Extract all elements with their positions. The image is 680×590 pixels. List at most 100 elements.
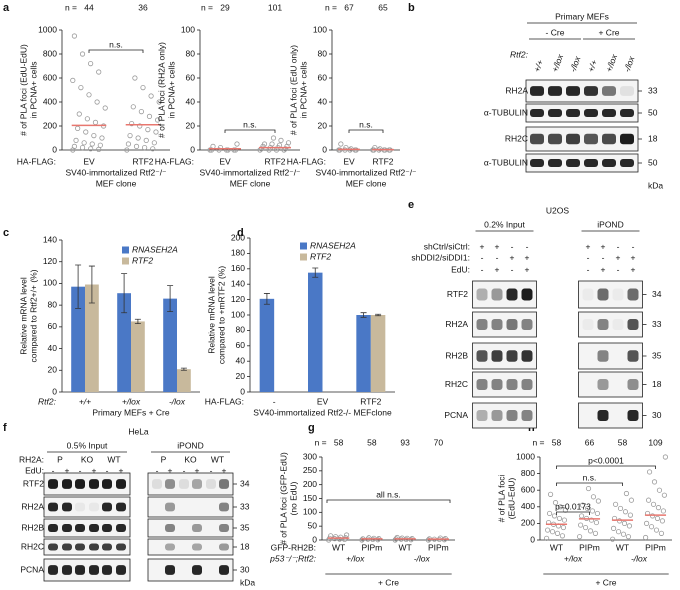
legend-label: RTF2	[132, 255, 153, 265]
data-point	[615, 529, 622, 535]
data-point	[84, 116, 90, 122]
n-value: 65	[378, 2, 388, 12]
lane-group: KO	[184, 454, 197, 464]
x-tick-label: RTF2	[132, 156, 153, 166]
data-point	[662, 454, 669, 460]
data-point	[592, 530, 599, 536]
blot-band	[48, 502, 58, 512]
data-point	[616, 518, 623, 524]
data-point	[658, 530, 665, 536]
data-point	[70, 77, 76, 84]
blot-band	[584, 109, 598, 117]
data-point	[338, 534, 344, 540]
blot-band	[102, 543, 112, 551]
kda-label: 33	[648, 85, 658, 95]
blot-band	[602, 133, 616, 145]
y-tick-label: 150	[303, 493, 317, 503]
annotation: n.s.	[109, 39, 123, 49]
data-point	[97, 142, 103, 148]
kda-label: 35	[652, 350, 662, 360]
n-value: 109	[648, 437, 662, 447]
lane-label: +/+	[586, 58, 600, 73]
x-prefix: HA-FLAG:	[205, 396, 244, 406]
blot-band	[116, 565, 126, 575]
data-point	[234, 141, 240, 147]
x-axis-label: Primary MEFs + Cre	[92, 407, 169, 417]
y-tick-label: 140	[231, 278, 245, 288]
bar	[308, 272, 323, 392]
n-value: 36	[138, 2, 148, 12]
data-point	[102, 105, 108, 111]
condition-sign: -	[602, 252, 605, 262]
kda-label: 50	[648, 107, 658, 117]
lane-label: +/lox	[604, 52, 620, 73]
n-label: n =	[532, 437, 544, 447]
blot-group: + Cre	[598, 27, 619, 37]
lane-group: WT	[211, 454, 224, 464]
blot-band	[75, 502, 85, 512]
row-label: RH2A	[445, 319, 468, 329]
bar	[356, 315, 371, 392]
blot-band	[566, 86, 580, 96]
lane-label: +/lox	[550, 52, 566, 73]
n-value: 58	[367, 437, 377, 447]
bar	[370, 315, 386, 392]
blot-panel	[43, 518, 131, 538]
blot-band	[597, 319, 609, 330]
n-value: 93	[400, 437, 410, 447]
n-value: 70	[434, 437, 444, 447]
data-point	[146, 113, 153, 120]
error-bar	[121, 273, 128, 314]
data-point	[659, 518, 666, 524]
y-tick-label: 60	[236, 340, 246, 350]
data-point	[133, 143, 140, 149]
blot-band	[62, 479, 72, 489]
blot-band	[627, 350, 639, 362]
data-point	[594, 510, 601, 517]
kda-unit: kDa	[648, 180, 663, 190]
kda-label: 34	[652, 289, 662, 299]
data-point	[150, 146, 156, 152]
blot-band	[75, 479, 85, 489]
row-label: α-TUBULIN	[484, 157, 528, 167]
y-tick-label: 160	[231, 263, 245, 273]
blot-band	[491, 319, 503, 330]
y-axis-label: # of PLA foci	[496, 475, 506, 523]
y-tick-label: 80	[236, 325, 246, 335]
data-point	[628, 497, 635, 503]
blot-band	[620, 86, 634, 96]
condition-sign: -	[511, 264, 514, 274]
data-point	[588, 517, 595, 523]
condition-sign: -	[587, 252, 590, 262]
data-point	[560, 524, 567, 531]
legend-swatch	[122, 246, 129, 254]
panel-label: d	[237, 227, 244, 239]
blot-band	[612, 288, 624, 301]
blot-band	[620, 109, 634, 117]
y-tick-label: 20	[236, 371, 246, 381]
significance-bracket	[556, 465, 656, 469]
blot-band	[476, 410, 488, 421]
blot-band	[491, 350, 503, 362]
bar	[131, 321, 145, 392]
x-prefix: Rtf2:	[38, 396, 57, 406]
blot-band	[102, 565, 112, 575]
blot-band	[165, 502, 175, 512]
blot-band	[491, 410, 503, 421]
blot-band	[192, 479, 202, 489]
error-bar	[312, 267, 319, 278]
blot-band	[116, 479, 126, 489]
x-tick-label: WT	[550, 542, 563, 552]
n-value: 58	[618, 437, 628, 447]
data-point	[225, 147, 231, 153]
condition-sign: +	[525, 264, 530, 274]
condition-sign: +	[495, 241, 500, 251]
data-point	[261, 141, 268, 147]
data-point	[71, 143, 78, 149]
kda-unit: kDa	[240, 577, 255, 587]
y-tick-label: 0	[530, 534, 535, 544]
condition-sign: -	[632, 241, 635, 251]
x-tick-label: EV	[317, 396, 329, 406]
y-tick-label: 180	[231, 248, 245, 258]
row-label: RH2C	[505, 133, 528, 143]
